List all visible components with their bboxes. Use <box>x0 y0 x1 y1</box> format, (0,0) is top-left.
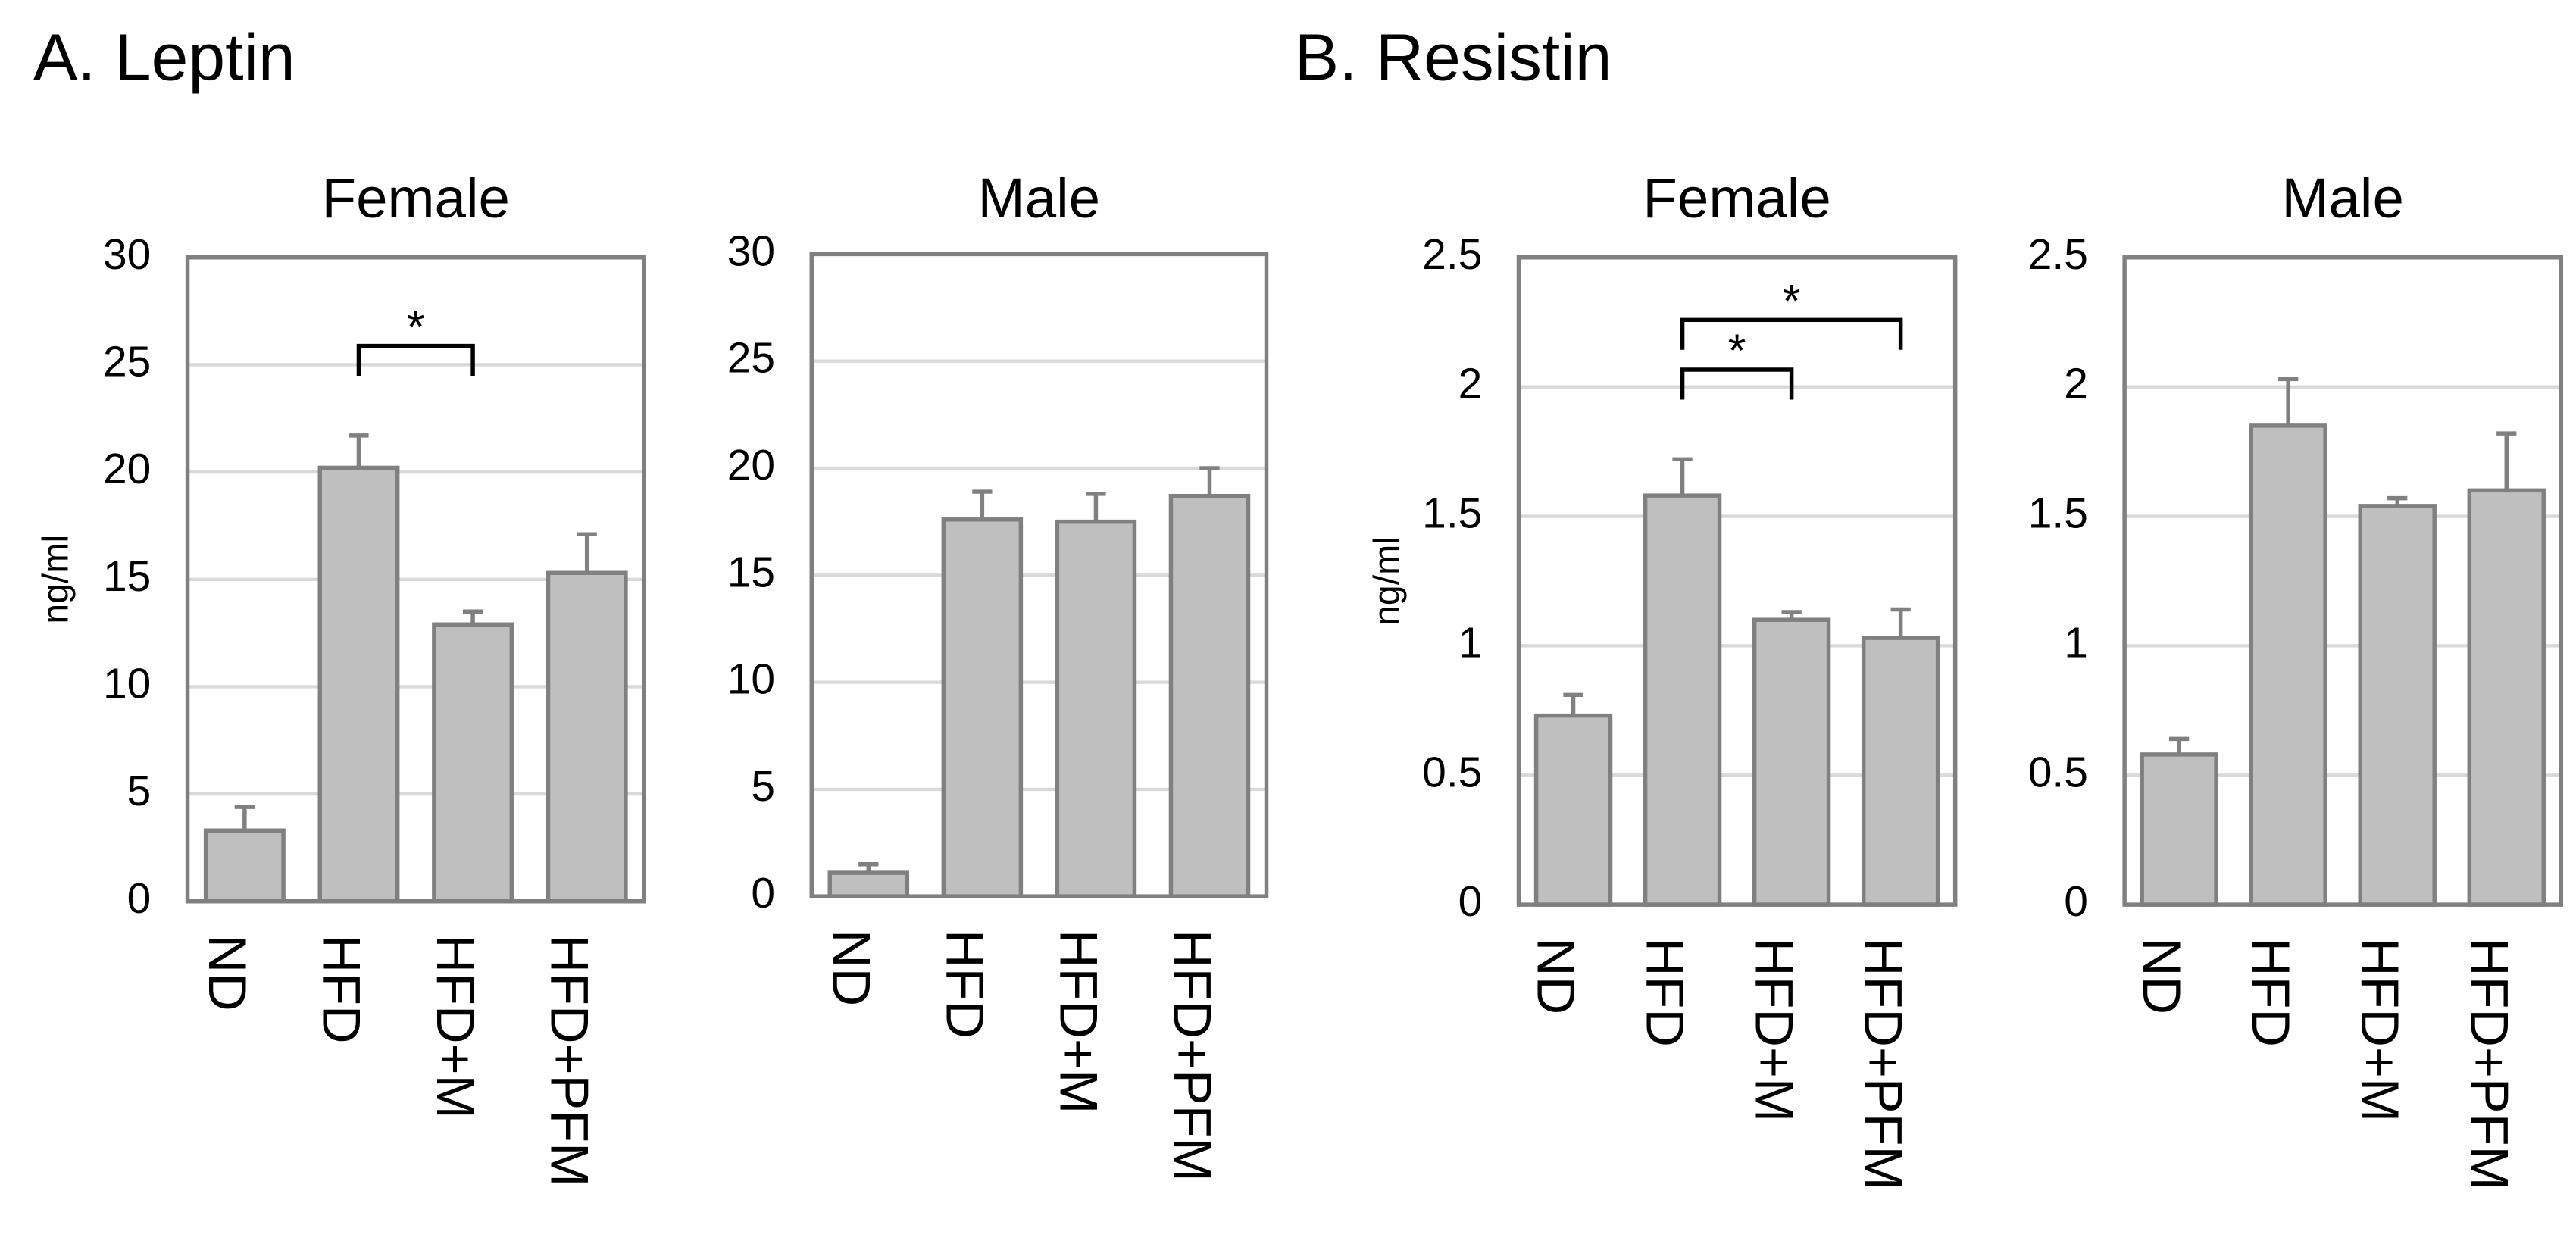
y-tick-label: 25 <box>727 334 775 383</box>
y-tick-label: 25 <box>103 337 151 386</box>
bar <box>2249 423 2327 907</box>
panel-title: B. Resistin <box>1295 20 1612 94</box>
error-bar <box>462 609 483 625</box>
significance-label: * <box>1728 324 1746 377</box>
x-tick-label: HFD <box>311 935 370 1044</box>
bar <box>1861 636 1940 907</box>
y-tick-label: 10 <box>727 655 775 704</box>
y-tick-label: 2 <box>1458 360 1483 408</box>
y-tick-label: 10 <box>103 659 151 708</box>
error-bar <box>2496 431 2517 491</box>
bar <box>2140 752 2218 907</box>
y-tick-label: 5 <box>127 767 152 815</box>
x-tick-label: ND <box>1527 938 1586 1014</box>
plot-frame <box>2122 255 2564 907</box>
error-bar <box>2387 495 2408 506</box>
error-bar <box>2278 377 2299 426</box>
panel-title: A. Leptin <box>33 20 295 94</box>
y-tick-label: 20 <box>103 445 151 493</box>
significance-bracket <box>1680 367 1794 400</box>
y-tick-label: 2.5 <box>2028 230 2088 279</box>
bar <box>1168 493 1251 898</box>
chart-title: Female <box>322 167 510 230</box>
significance-bracket <box>356 343 475 377</box>
y-tick-label: 5 <box>751 762 775 811</box>
y-tick-label: 0 <box>2064 877 2088 926</box>
y-tick-label: 1.5 <box>1422 489 1482 538</box>
bar <box>1752 617 1831 907</box>
bar <box>827 870 910 898</box>
bar <box>203 828 286 904</box>
y-axis-label: ng/ml <box>35 535 76 624</box>
bar <box>941 517 1024 898</box>
y-tick-label: 1 <box>2064 618 2088 667</box>
error-bar <box>972 489 993 520</box>
significance-bracket <box>1680 317 1903 350</box>
x-tick-label: HFD+PFM <box>2459 938 2518 1190</box>
bar <box>2358 504 2437 907</box>
bar <box>432 622 514 904</box>
plot-frame <box>1516 255 1958 907</box>
x-tick-label: HFD+M <box>1049 930 1108 1114</box>
chart-title: Male <box>2281 167 2403 230</box>
x-tick-label: HFD+M <box>2350 938 2409 1122</box>
significance-label: * <box>1783 274 1801 327</box>
y-axis-label: ng/ml <box>1366 536 1407 626</box>
significance-label: * <box>407 300 425 352</box>
chart-title: Male <box>978 167 1100 230</box>
error-bar <box>858 862 879 873</box>
bar <box>1533 713 1613 907</box>
y-tick-label: 0.5 <box>1422 748 1482 796</box>
y-tick-label: 15 <box>103 552 151 601</box>
y-tick-label: 30 <box>727 227 775 275</box>
error-bar <box>234 805 255 831</box>
y-tick-label: 30 <box>103 230 151 279</box>
plot-frame <box>809 252 1269 898</box>
y-tick-label: 2 <box>2064 360 2088 408</box>
x-tick-label: ND <box>821 930 880 1006</box>
y-tick-label: 2.5 <box>1422 230 1482 279</box>
bar <box>2467 488 2546 907</box>
plot-frame <box>185 255 646 904</box>
y-tick-label: 0.5 <box>2028 748 2088 796</box>
y-tick-label: 0 <box>1458 877 1483 926</box>
bar <box>317 465 400 904</box>
bar <box>1643 493 1722 907</box>
x-tick-label: HFD+PFM <box>540 935 599 1187</box>
x-tick-label: HFD+PFM <box>1162 930 1221 1182</box>
x-tick-label: ND <box>198 935 257 1011</box>
y-tick-label: 0 <box>751 869 775 917</box>
error-bar <box>1672 457 1693 496</box>
y-tick-label: 1 <box>1458 618 1483 667</box>
x-tick-label: ND <box>2132 938 2191 1014</box>
x-tick-label: HFD+M <box>426 935 485 1119</box>
y-tick-label: 0 <box>127 874 152 923</box>
chart-title: Female <box>1643 167 1830 230</box>
error-bar <box>349 433 369 468</box>
error-bar <box>1890 607 1911 639</box>
error-bar <box>1199 466 1220 496</box>
error-bar <box>577 532 597 573</box>
bar <box>546 570 628 904</box>
error-bar <box>1086 492 1106 522</box>
x-tick-label: HFD <box>935 930 994 1039</box>
error-bar <box>1781 610 1802 620</box>
error-bar <box>2169 736 2190 755</box>
y-tick-label: 1.5 <box>2028 489 2088 538</box>
y-tick-label: 20 <box>727 441 775 489</box>
x-tick-label: HFD <box>1636 938 1695 1047</box>
x-tick-label: HFD+M <box>1745 938 1804 1122</box>
x-tick-label: HFD <box>2241 938 2300 1047</box>
y-tick-label: 15 <box>727 548 775 596</box>
error-bar <box>1563 692 1583 716</box>
x-tick-label: HFD+PFM <box>1854 938 1913 1190</box>
bar <box>1055 519 1137 898</box>
